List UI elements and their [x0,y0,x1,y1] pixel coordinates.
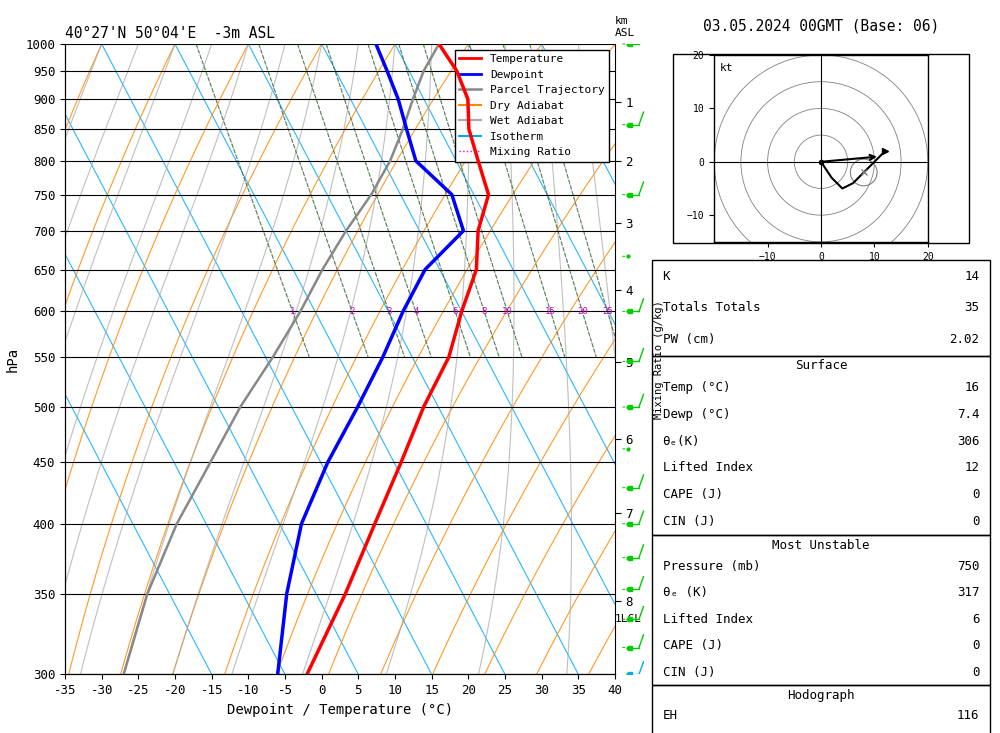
Text: Temp (°C): Temp (°C) [663,380,730,394]
Text: 03.05.2024 00GMT (Base: 06): 03.05.2024 00GMT (Base: 06) [703,18,939,33]
Text: CIN (J): CIN (J) [663,666,715,679]
Text: 14: 14 [964,270,979,283]
Text: 1: 1 [290,307,295,316]
Y-axis label: hPa: hPa [6,347,20,372]
X-axis label: Dewpoint / Temperature (°C): Dewpoint / Temperature (°C) [227,703,453,717]
Text: 4: 4 [413,307,418,316]
Text: 750: 750 [957,560,979,573]
Text: 40°27'N 50°04'E  -3m ASL: 40°27'N 50°04'E -3m ASL [65,26,275,42]
Text: 25: 25 [602,307,613,316]
Text: CAPE (J): CAPE (J) [663,488,723,501]
Text: 16: 16 [964,380,979,394]
Text: 10: 10 [502,307,513,316]
Text: Lifted Index: Lifted Index [663,461,753,474]
Text: CAPE (J): CAPE (J) [663,639,723,652]
Text: 12: 12 [964,461,979,474]
Text: 116: 116 [957,709,979,721]
Text: PW (cm): PW (cm) [663,333,715,346]
Text: CIN (J): CIN (J) [663,515,715,528]
Text: Hodograph: Hodograph [787,689,855,702]
Text: 0: 0 [972,666,979,679]
Text: km
ASL: km ASL [615,16,635,37]
Text: 0: 0 [972,515,979,528]
Text: 35: 35 [964,301,979,314]
Text: EH: EH [663,709,678,721]
Bar [673,54,969,243]
Text: 2: 2 [349,307,355,316]
Bar [652,260,990,356]
Text: 152: 152 [957,732,979,733]
Text: 0: 0 [972,639,979,652]
Text: 2.02: 2.02 [949,333,979,346]
Text: 6: 6 [972,613,979,626]
Text: 15: 15 [545,307,556,316]
Text: 7.4: 7.4 [957,408,979,421]
Text: K: K [663,270,670,283]
Text: Pressure (mb): Pressure (mb) [663,560,760,573]
Text: θₑ(K): θₑ(K) [663,435,700,448]
Text: Surface: Surface [795,359,847,372]
Text: 0: 0 [972,488,979,501]
Text: 6: 6 [453,307,458,316]
Text: Lifted Index: Lifted Index [663,613,753,626]
Text: Most Unstable: Most Unstable [772,539,870,552]
Text: 306: 306 [957,435,979,448]
Legend: Temperature, Dewpoint, Parcel Trajectory, Dry Adiabat, Wet Adiabat, Isotherm, Mi: Temperature, Dewpoint, Parcel Trajectory… [455,50,609,162]
Text: Totals Totals: Totals Totals [663,301,760,314]
Bar [652,356,990,535]
Text: 8: 8 [482,307,487,316]
Bar [652,685,990,733]
Text: 317: 317 [957,586,979,600]
Text: kt: kt [720,63,733,73]
Text: Dewp (°C): Dewp (°C) [663,408,730,421]
Text: 20: 20 [577,307,588,316]
Text: 1LCL: 1LCL [615,614,642,625]
Text: Mixing Ratio (g/kg): Mixing Ratio (g/kg) [654,300,664,419]
Text: θₑ (K): θₑ (K) [663,586,708,600]
Text: SREH: SREH [663,732,693,733]
Bar [652,535,990,685]
Text: 3: 3 [386,307,391,316]
